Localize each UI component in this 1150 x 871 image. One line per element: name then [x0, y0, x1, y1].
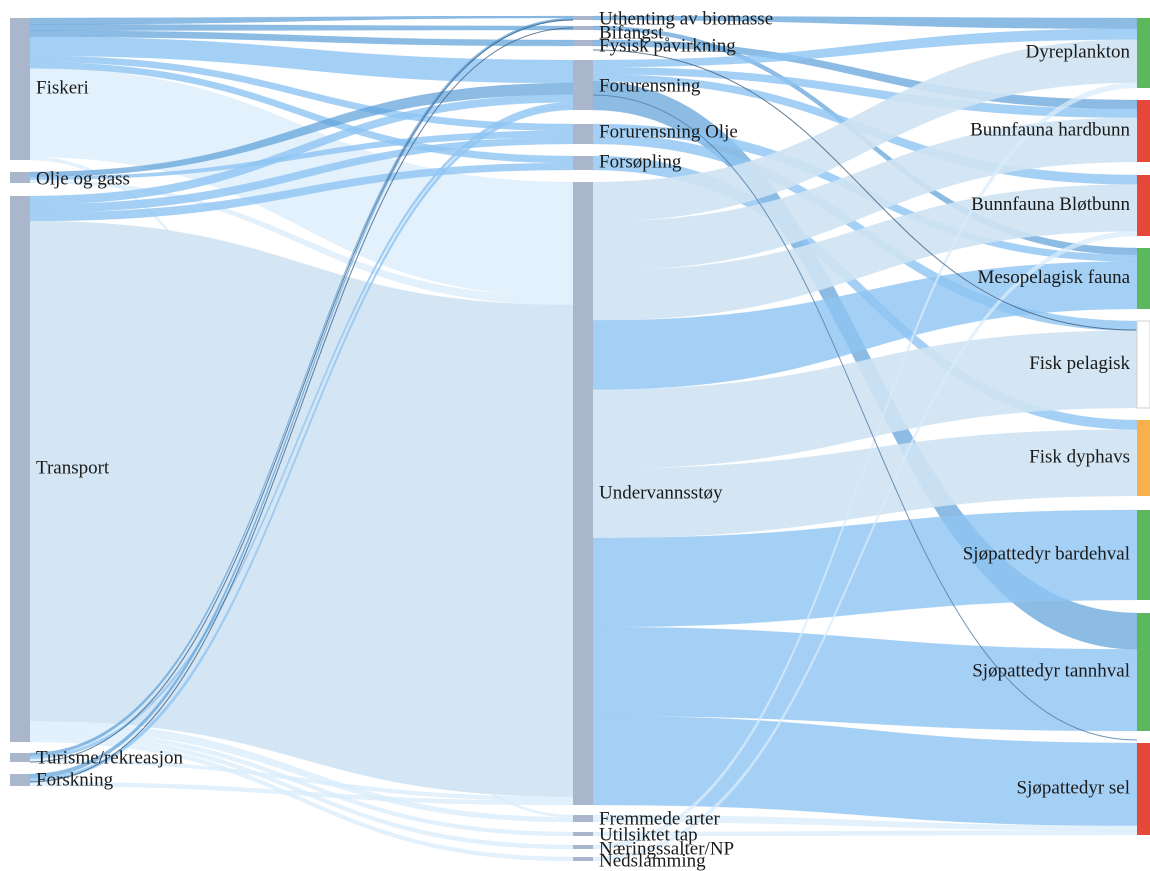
node-fisk_dyphavs[interactable] — [1137, 420, 1150, 496]
pressure-label-forurensning_olje: Forurensning Olje — [599, 121, 738, 142]
node-turisme[interactable] — [10, 753, 30, 762]
link-fiskeri-to-bifangst — [29, 24, 574, 31]
source-label-forskning: Forskning — [36, 769, 114, 790]
node-forsopling[interactable] — [573, 156, 593, 170]
node-fiskeri[interactable] — [10, 18, 30, 160]
pressure-label-fremmede: Fremmede arter — [599, 808, 720, 829]
target-label-tannhval: Sjøpattedyr tannhval — [972, 660, 1130, 681]
target-label-mesopelagisk: Mesopelagisk fauna — [978, 267, 1131, 288]
link-fiskeri-to-undervannsstoy — [29, 68, 574, 298]
node-sel[interactable] — [1137, 743, 1150, 835]
node-nedslamming[interactable] — [573, 857, 593, 861]
sankey-labels: Fiskeri Olje og gass Transport Turisme/rekr… — [36, 8, 1131, 871]
pressure-label-nedslamming: Nedslamming — [599, 850, 706, 871]
target-label-bunnfauna_blot: Bunnfauna Bløtbunn — [971, 194, 1130, 215]
target-label-sel: Sjøpattedyr sel — [1017, 777, 1130, 798]
node-forurensning[interactable] — [573, 60, 593, 110]
target-label-fisk_pelagisk: Fisk pelagisk — [1029, 353, 1130, 374]
link-transport-to-undervannsstoy — [29, 220, 574, 798]
node-transport[interactable] — [10, 196, 30, 742]
overlay-curve-line — [29, 19, 574, 763]
sankey-links — [29, 15, 1138, 862]
source-label-olje: Olje og gass — [36, 168, 130, 189]
target-label-bardehval: Sjøpattedyr bardehval — [963, 543, 1130, 564]
pressure-label-forurensning: Forurensning — [599, 75, 701, 96]
node-bunnfauna_hard[interactable] — [1137, 100, 1150, 162]
pressure-label-utilsiktet: Utilsiktet tap — [599, 824, 698, 845]
node-tannhval[interactable] — [1137, 613, 1150, 731]
pressure-label-uthenting: Uthenting av biomasse — [599, 8, 773, 29]
target-label-fisk_dyphavs: Fisk dyphavs — [1029, 446, 1130, 467]
node-forskning[interactable] — [10, 774, 30, 786]
pressure-label-naringssalter: Næringssalter/NP — [599, 838, 734, 859]
pressure-label-undervannsstoy: Undervannsstøy — [599, 482, 723, 503]
node-naringssalter[interactable] — [573, 845, 593, 849]
node-fisk_pelagisk[interactable] — [1136, 320, 1150, 409]
node-bunnfauna_blot[interactable] — [1137, 175, 1150, 236]
source-label-fiskeri: Fiskeri — [36, 77, 89, 98]
overlay-curve-line — [592, 49, 1138, 331]
node-fremmede[interactable] — [573, 815, 593, 822]
node-dyreplankton[interactable] — [1137, 18, 1150, 88]
target-label-dyreplankton: Dyreplankton — [1026, 41, 1131, 62]
node-olje[interactable] — [10, 172, 30, 183]
source-label-turisme: Turisme/rekreasjon — [36, 747, 184, 768]
node-forurensning_olje[interactable] — [573, 124, 593, 144]
overlay-curve-line — [29, 27, 574, 783]
pressure-label-fysisk: Fysisk påvirkning — [599, 35, 736, 56]
node-bardehval[interactable] — [1137, 510, 1150, 600]
node-utilsiktet[interactable] — [573, 832, 593, 836]
node-fysisk[interactable] — [573, 40, 593, 46]
pressure-label-bifangst: Bifangst — [599, 22, 664, 43]
overlay-curve-line — [592, 94, 1138, 741]
node-undervannsstoy[interactable] — [573, 182, 593, 805]
node-mesopelagisk[interactable] — [1137, 248, 1150, 309]
target-label-bunnfauna_hard: Bunnfauna hardbunn — [970, 119, 1130, 140]
pressure-label-forsopling: Forsøpling — [599, 151, 682, 172]
source-label-transport: Transport — [36, 457, 110, 478]
node-uthenting[interactable] — [573, 16, 593, 20]
link-fiskeri-to-uthenting — [29, 15, 574, 25]
node-bifangst[interactable] — [573, 26, 593, 30]
sankey-nodes — [10, 16, 1150, 861]
